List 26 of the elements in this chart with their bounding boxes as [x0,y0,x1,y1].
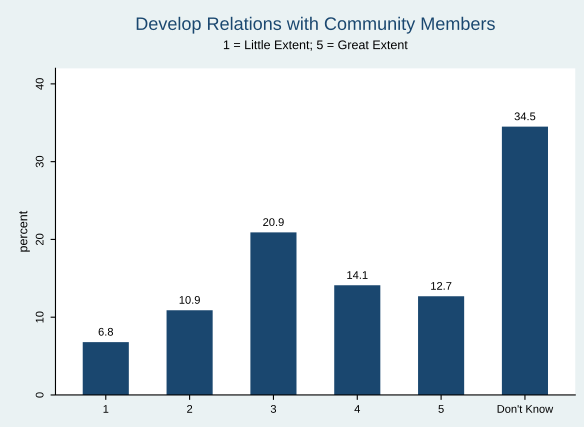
y-axis-title: percent [19,210,30,252]
bar [418,296,464,395]
y-tick-label: 10 [36,311,44,323]
bar [82,342,129,395]
bar [334,285,380,395]
bar [166,310,213,395]
y-tick-label: 40 [36,78,44,90]
y-tick-label: 20 [36,234,44,246]
y-tick-label: 30 [36,156,44,168]
bar [250,232,296,395]
bar [502,126,548,395]
data-label: 20.9 [263,218,284,226]
x-tick-label: 3 [270,404,276,413]
data-label: 10.9 [180,296,200,304]
y-tick-label: 0 [36,392,44,398]
x-tick-label: 2 [187,404,192,413]
data-label: 34.5 [514,112,536,120]
x-tick-label: 4 [354,405,360,413]
data-label: 6.8 [98,328,114,336]
x-tick-label: 5 [438,405,444,413]
x-tick-label: Don't Know [498,405,554,413]
chart-title: Develop Relations with Community Members [136,16,495,34]
x-tick-label: 1 [104,405,108,413]
chart-subtitle: 1 = Little Extent; 5 = Great Extent [224,40,408,51]
data-label: 14.1 [347,271,368,279]
data-label: 12.7 [431,282,452,290]
